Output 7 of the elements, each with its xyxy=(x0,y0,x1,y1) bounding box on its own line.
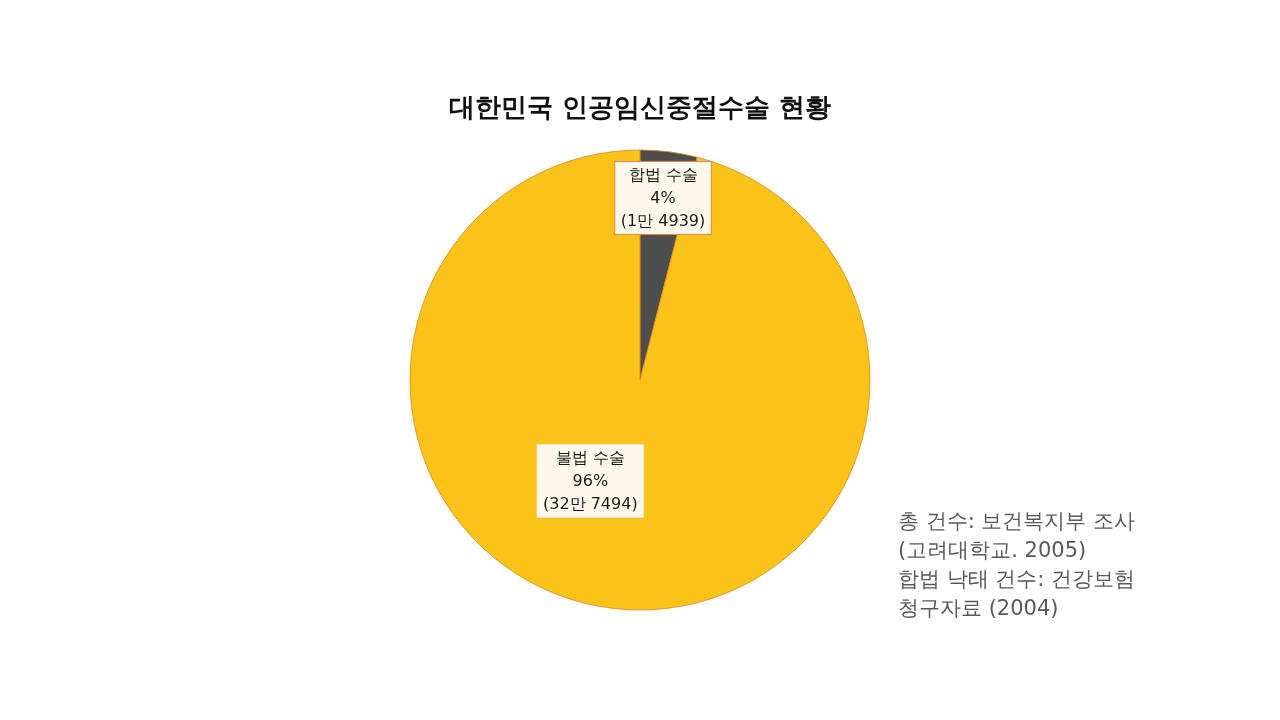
annotation: 합법 낙태 건수: 건강보험 청구자료 (2004) xyxy=(898,567,1136,620)
data-label: 96% (32만 7494) xyxy=(542,471,638,514)
data-label: 4% (1만 4939) xyxy=(620,188,706,231)
slice-label: 불법 수술 xyxy=(555,448,625,468)
annotation: 총 건수: 보건복지부 조사 (고려대학교. 2005) xyxy=(898,509,1136,562)
slice-label: 합법 수술 xyxy=(628,165,698,185)
title: 대한민국 인공임신중절수술 현황 xyxy=(448,92,832,122)
